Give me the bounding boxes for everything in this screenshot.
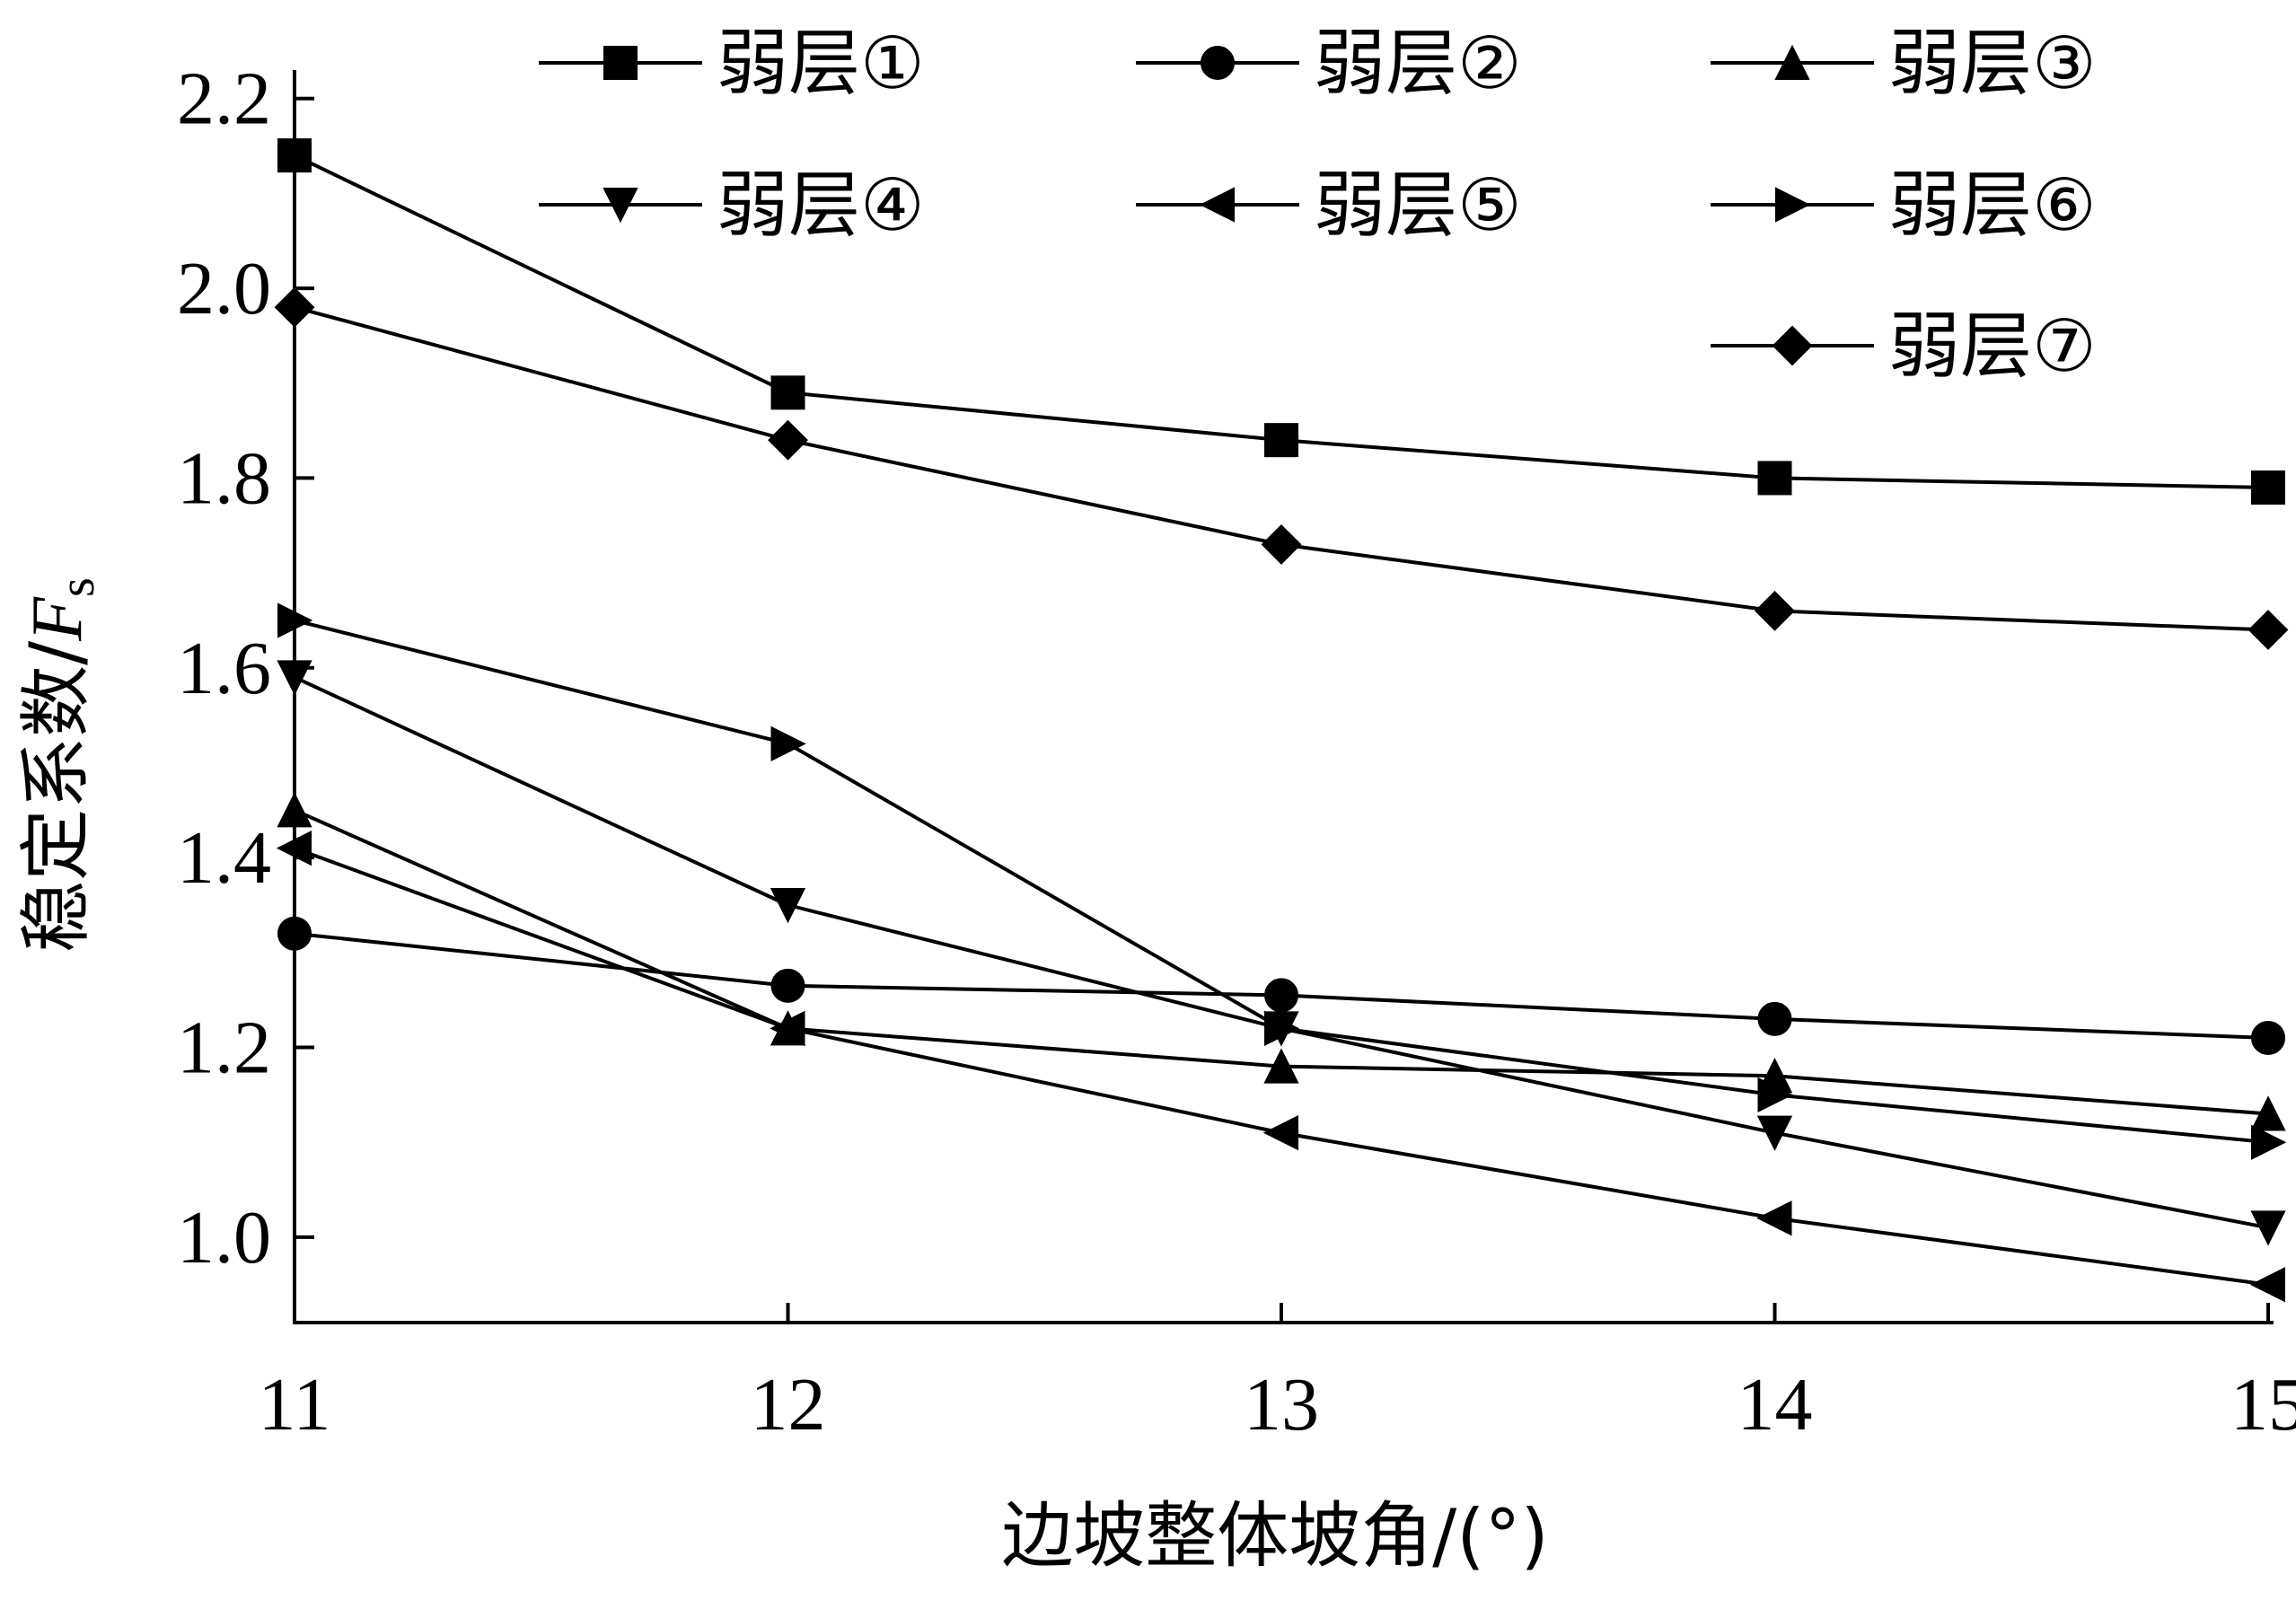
x-tick-label: 14 bbox=[1737, 1363, 1813, 1446]
x-tick-label: 13 bbox=[1244, 1363, 1319, 1446]
data-point bbox=[2251, 1020, 2285, 1055]
y-axis-title: 稳定系数/Fs bbox=[14, 577, 105, 953]
y-axis-title-main: 稳定系数/ bbox=[14, 641, 98, 953]
data-point bbox=[1262, 1115, 1298, 1151]
legend-marker bbox=[603, 188, 638, 224]
data-point bbox=[276, 830, 312, 866]
data-point bbox=[1756, 1200, 1792, 1236]
data-point bbox=[770, 725, 806, 761]
data-point bbox=[768, 419, 808, 461]
data-point bbox=[2248, 610, 2289, 650]
y-tick-label: 1.0 bbox=[177, 1196, 271, 1279]
data-point bbox=[1757, 1001, 1792, 1036]
data-point bbox=[770, 968, 805, 1003]
series-line bbox=[294, 675, 2269, 1230]
data-point bbox=[2249, 1267, 2285, 1303]
data-point bbox=[277, 792, 312, 828]
y-tick-label: 1.4 bbox=[177, 816, 271, 900]
data-point bbox=[1264, 978, 1298, 1013]
legend-marker bbox=[1772, 325, 1813, 366]
data-point bbox=[2250, 1210, 2286, 1246]
data-point bbox=[1264, 1010, 1300, 1047]
y-tick-label: 1.8 bbox=[177, 436, 271, 520]
x-axis-title: 边坡整体坡角/(°) bbox=[1001, 1494, 1548, 1578]
series-5 bbox=[276, 830, 2285, 1303]
legend-marker bbox=[1774, 44, 1810, 80]
y-axis-title-subscript: s bbox=[49, 577, 105, 597]
legend-label: 弱层③ bbox=[1888, 22, 2097, 105]
data-point bbox=[1757, 461, 1792, 496]
y-ticks: 1.0 1.2 1.4 1.6 1.8 2.0 2.2 bbox=[177, 57, 314, 1279]
data-point bbox=[1261, 523, 1302, 565]
series-6 bbox=[277, 602, 2287, 1160]
data-point bbox=[2250, 1095, 2286, 1131]
data-point bbox=[1263, 1048, 1299, 1084]
data-point bbox=[770, 375, 805, 410]
y-tick-label: 2.2 bbox=[177, 57, 271, 141]
data-point bbox=[277, 602, 313, 638]
data-point bbox=[1264, 423, 1298, 458]
x-tick-label: 12 bbox=[751, 1363, 826, 1446]
legend-item: 弱层⑥ bbox=[1711, 163, 2097, 247]
y-tick-label: 1.2 bbox=[177, 1007, 271, 1090]
y-tick-label: 2.0 bbox=[177, 247, 271, 330]
series-1 bbox=[277, 138, 2285, 505]
legend-marker bbox=[1201, 46, 1235, 80]
data-point bbox=[2251, 1124, 2287, 1160]
legend-marker bbox=[603, 46, 638, 80]
legend-label: 弱层⑦ bbox=[1888, 304, 2097, 388]
data-point bbox=[274, 286, 315, 328]
legend-label: 弱层② bbox=[1314, 22, 1522, 105]
data-point bbox=[2251, 470, 2285, 505]
series-7 bbox=[274, 286, 2289, 650]
y-tick-label: 1.6 bbox=[177, 627, 271, 710]
legend: 弱层① 弱层② 弱层③ 弱层④ 弱层⑤ 弱层⑥ 弱层⑦ bbox=[539, 22, 2097, 388]
legend-item: 弱层④ bbox=[539, 163, 925, 247]
data-point bbox=[1757, 1077, 1793, 1112]
legend-item: 弱层② bbox=[1136, 22, 1522, 105]
data-point bbox=[770, 888, 806, 924]
data-point bbox=[1755, 590, 1795, 631]
legend-marker bbox=[1775, 187, 1811, 223]
series-group bbox=[274, 138, 2289, 1303]
data-point bbox=[1756, 1115, 1793, 1151]
legend-item: 弱层① bbox=[539, 22, 925, 105]
legend-label: 弱层① bbox=[717, 22, 925, 105]
legend-label: 弱层④ bbox=[717, 163, 925, 247]
x-ticks: 11 12 13 14 15 bbox=[259, 1303, 2296, 1446]
data-point bbox=[277, 138, 312, 173]
legend-item: 弱层⑤ bbox=[1136, 163, 1522, 247]
legend-label: 弱层⑤ bbox=[1314, 163, 1522, 247]
x-tick-label: 11 bbox=[259, 1363, 331, 1446]
legend-label: 弱层⑥ bbox=[1888, 163, 2097, 247]
legend-item: 弱层⑦ bbox=[1711, 304, 2097, 388]
y-axis-title-symbol: F bbox=[18, 596, 97, 642]
x-tick-label: 15 bbox=[2230, 1363, 2296, 1446]
legend-marker bbox=[1199, 187, 1235, 223]
data-point bbox=[277, 916, 312, 951]
legend-item: 弱层③ bbox=[1711, 22, 2097, 105]
data-point bbox=[277, 660, 312, 696]
data-point bbox=[770, 1010, 805, 1047]
